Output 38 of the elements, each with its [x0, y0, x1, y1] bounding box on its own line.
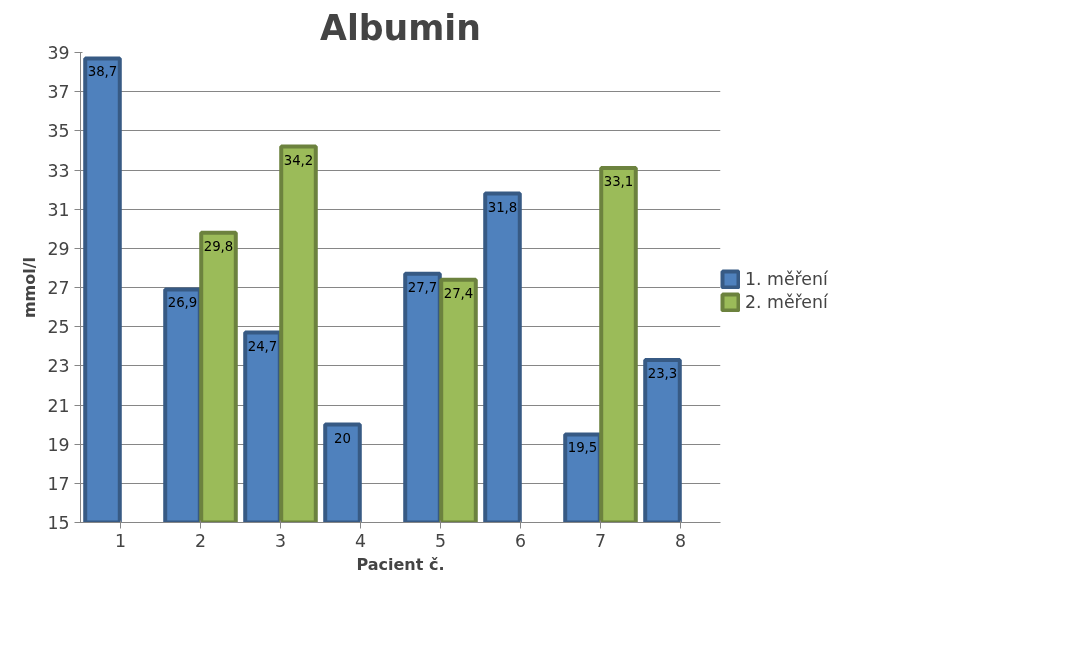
x-tick-label: 1 [114, 530, 127, 551]
data-label: 19,5 [567, 440, 598, 456]
x-axis-title: Pacient č. [356, 554, 445, 574]
y-tick-label: 19 [47, 434, 70, 455]
data-label: 26,9 [167, 295, 198, 311]
y-tick-label: 29 [47, 238, 70, 259]
y-tick-label: 37 [47, 82, 70, 103]
chart-title: Albumin [320, 7, 481, 48]
data-label: 38,7 [87, 64, 118, 80]
data-label: 27,4 [443, 285, 474, 301]
data-label: 23,3 [647, 365, 678, 381]
data-label: 24,7 [247, 338, 278, 354]
x-tick-label: 2 [194, 530, 207, 551]
y-tick-label: 31 [47, 199, 70, 220]
y-tick-label: 39 [47, 43, 70, 63]
data-label: 34,2 [283, 152, 314, 168]
x-tick-label: 3 [274, 530, 287, 551]
y-axis-title: mmol/l [20, 256, 40, 319]
y-tick-label: 21 [47, 395, 70, 416]
y-tick-label: 27 [47, 278, 70, 298]
x-tick-label: 7 [594, 530, 607, 551]
data-label: 20 [334, 430, 351, 446]
data-label: 29,8 [203, 238, 234, 254]
data-label: 27,7 [407, 279, 438, 295]
data-label: 31,8 [487, 199, 518, 215]
legend-label: 2. měření [745, 292, 828, 312]
legend-label: 1. měření [745, 269, 828, 289]
x-tick-label: 5 [434, 530, 447, 551]
y-tick-label: 25 [47, 317, 70, 338]
x-tick-label: 8 [674, 530, 687, 551]
x-tick-label: 4 [354, 530, 367, 551]
y-tick-label: 33 [47, 160, 70, 181]
y-tick-label: 17 [47, 473, 70, 494]
data-label: 33,1 [603, 174, 634, 190]
y-tick-label: 35 [47, 121, 70, 142]
x-tick-label: 6 [514, 530, 527, 551]
y-tick-label: 15 [47, 513, 70, 533]
y-tick-label: 23 [47, 356, 70, 377]
